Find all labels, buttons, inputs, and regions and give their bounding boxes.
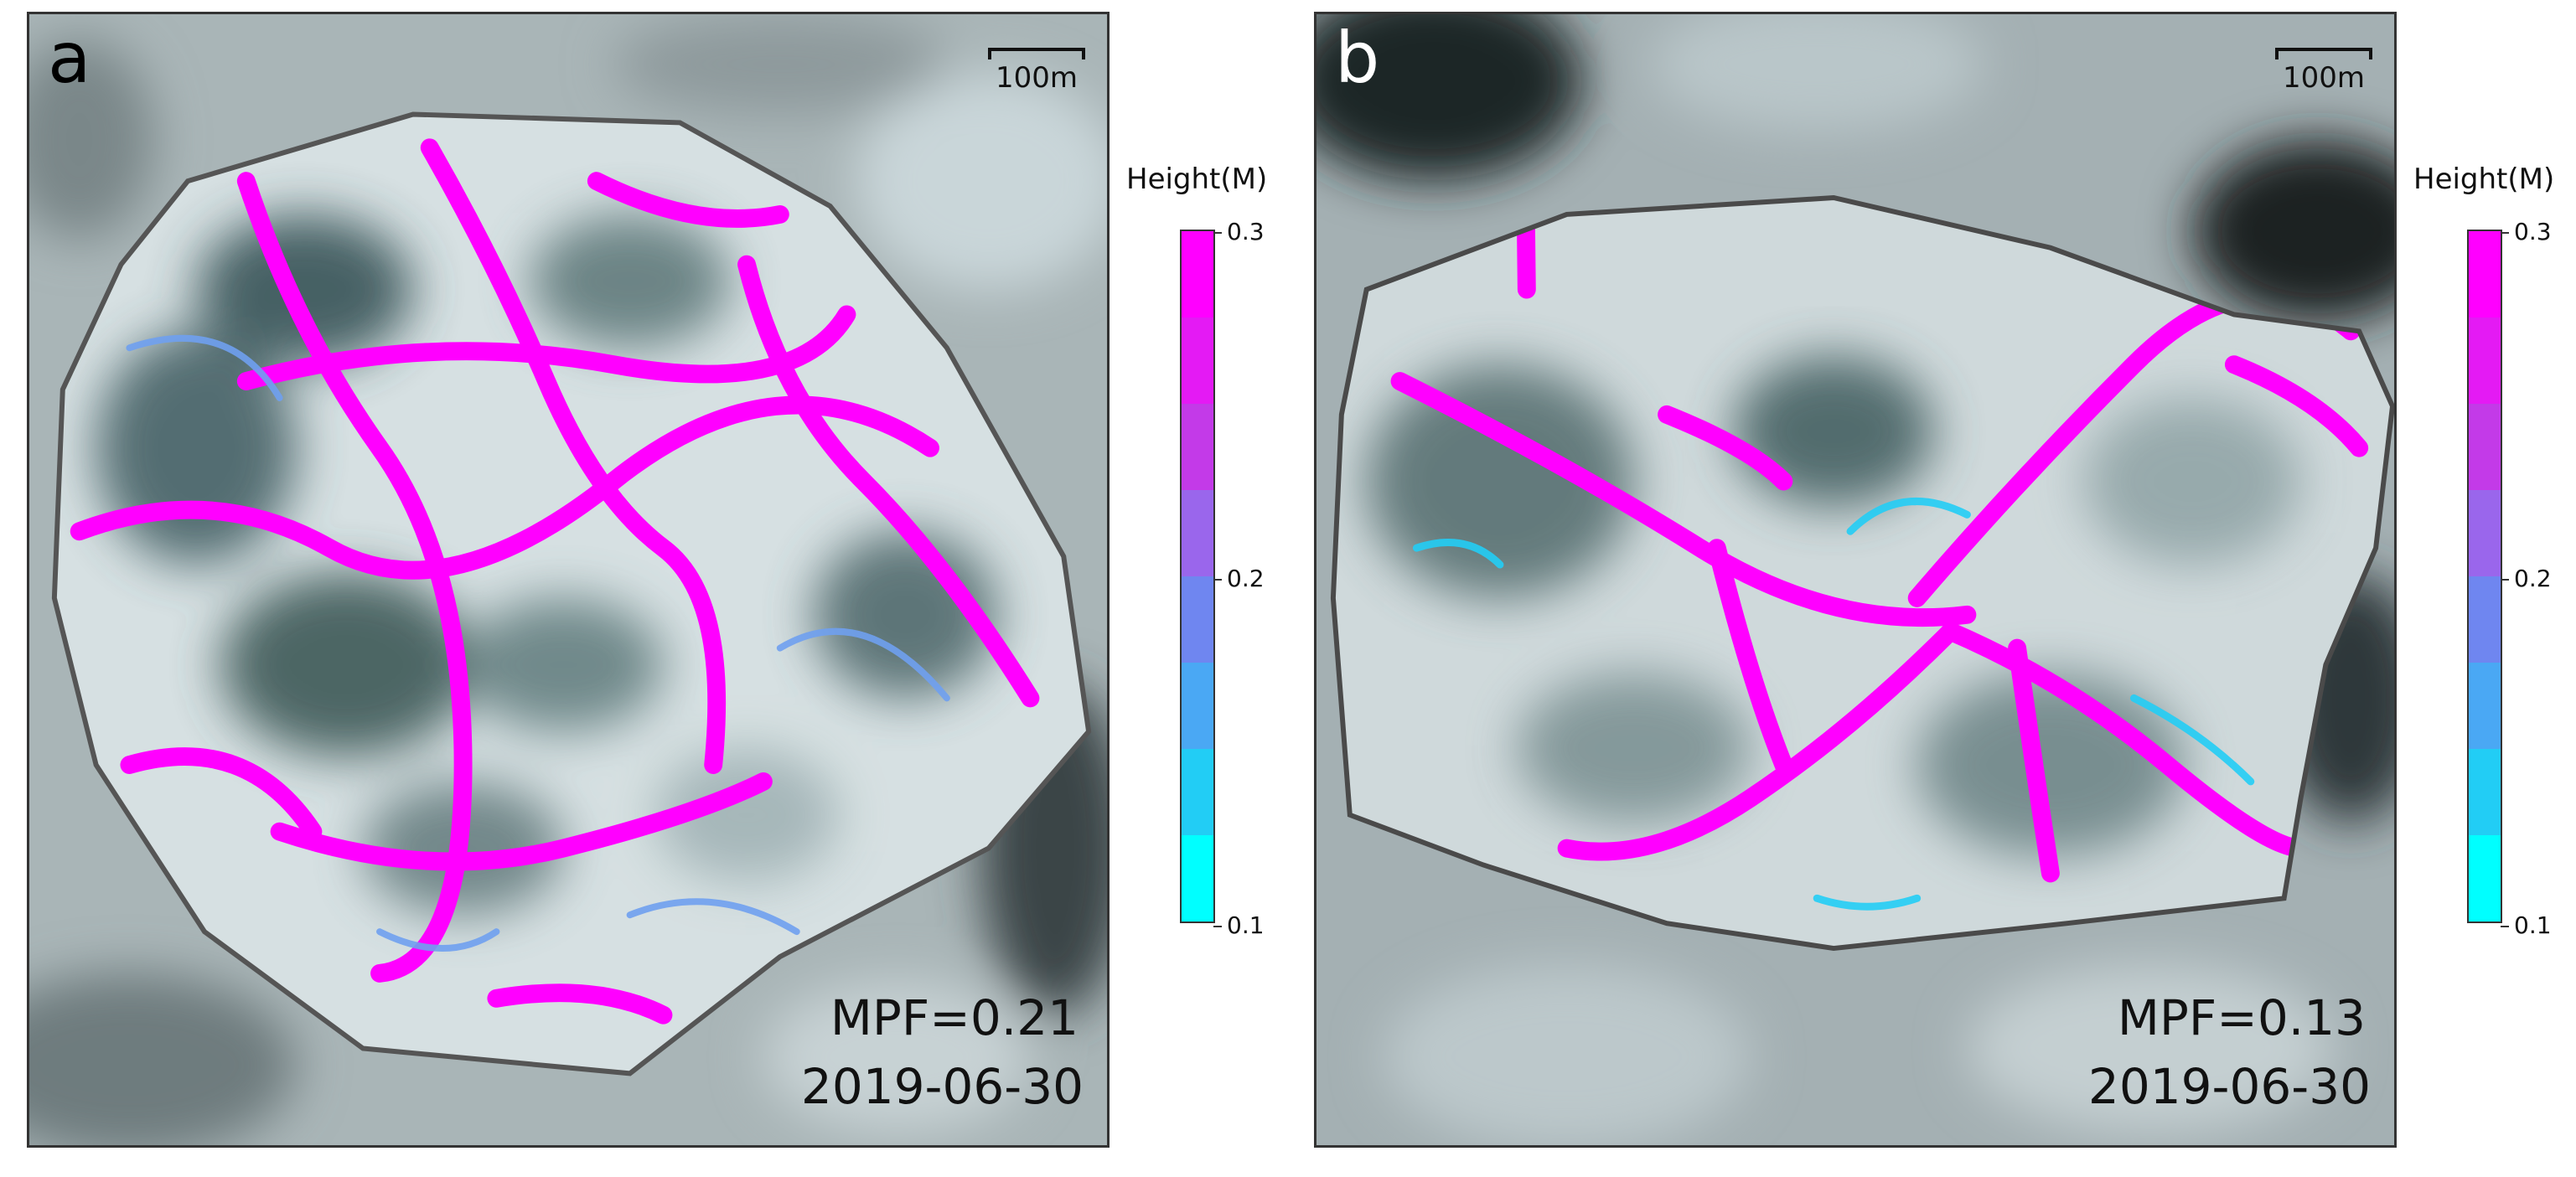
colorbar-gradient <box>2467 230 2502 923</box>
colorbar-title: Height(M) <box>2413 163 2555 196</box>
scale-bar-label: 100m <box>2282 61 2365 95</box>
scale-bar-a: 100m <box>988 48 1085 95</box>
panel-label-b: b <box>1335 17 1380 99</box>
colorbar-tick: 0.2 <box>2501 565 2552 592</box>
sea-ice-floe-image-b <box>1316 14 2394 1145</box>
colorbar-a: Height(M) 0.3 0.2 0.1 <box>1120 163 1312 950</box>
colorbar-b: Height(M) 0.3 0.2 0.1 <box>2407 163 2576 950</box>
scale-bar-line <box>2275 48 2372 59</box>
colorbar-title: Height(M) <box>1126 163 1268 196</box>
colorbar-tick: 0.1 <box>2501 911 2552 939</box>
colorbar-tick: 0.2 <box>1213 565 1265 592</box>
colorbar-gradient <box>1180 230 1215 923</box>
scale-bar-line <box>988 48 1085 59</box>
colorbar-tick: 0.3 <box>1213 218 1265 245</box>
colorbar-tick: 0.3 <box>2501 218 2552 245</box>
scale-bar-b: 100m <box>2275 48 2372 95</box>
panel-label-a: a <box>48 17 91 99</box>
panel-a: a 100m MPF=0.21 2019-06-30 <box>27 12 1110 1148</box>
date-b: 2019-06-30 <box>2087 1058 2371 1115</box>
date-a: 2019-06-30 <box>800 1058 1084 1115</box>
sea-ice-floe-image-a <box>29 14 1107 1145</box>
mpf-value-a: MPF=0.21 <box>830 989 1079 1046</box>
panel-b: b 100m MPF=0.13 2019-06-30 <box>1314 12 2397 1148</box>
colorbar-tick: 0.1 <box>1213 911 1265 939</box>
scale-bar-label: 100m <box>995 61 1078 95</box>
mpf-value-b: MPF=0.13 <box>2117 989 2366 1046</box>
